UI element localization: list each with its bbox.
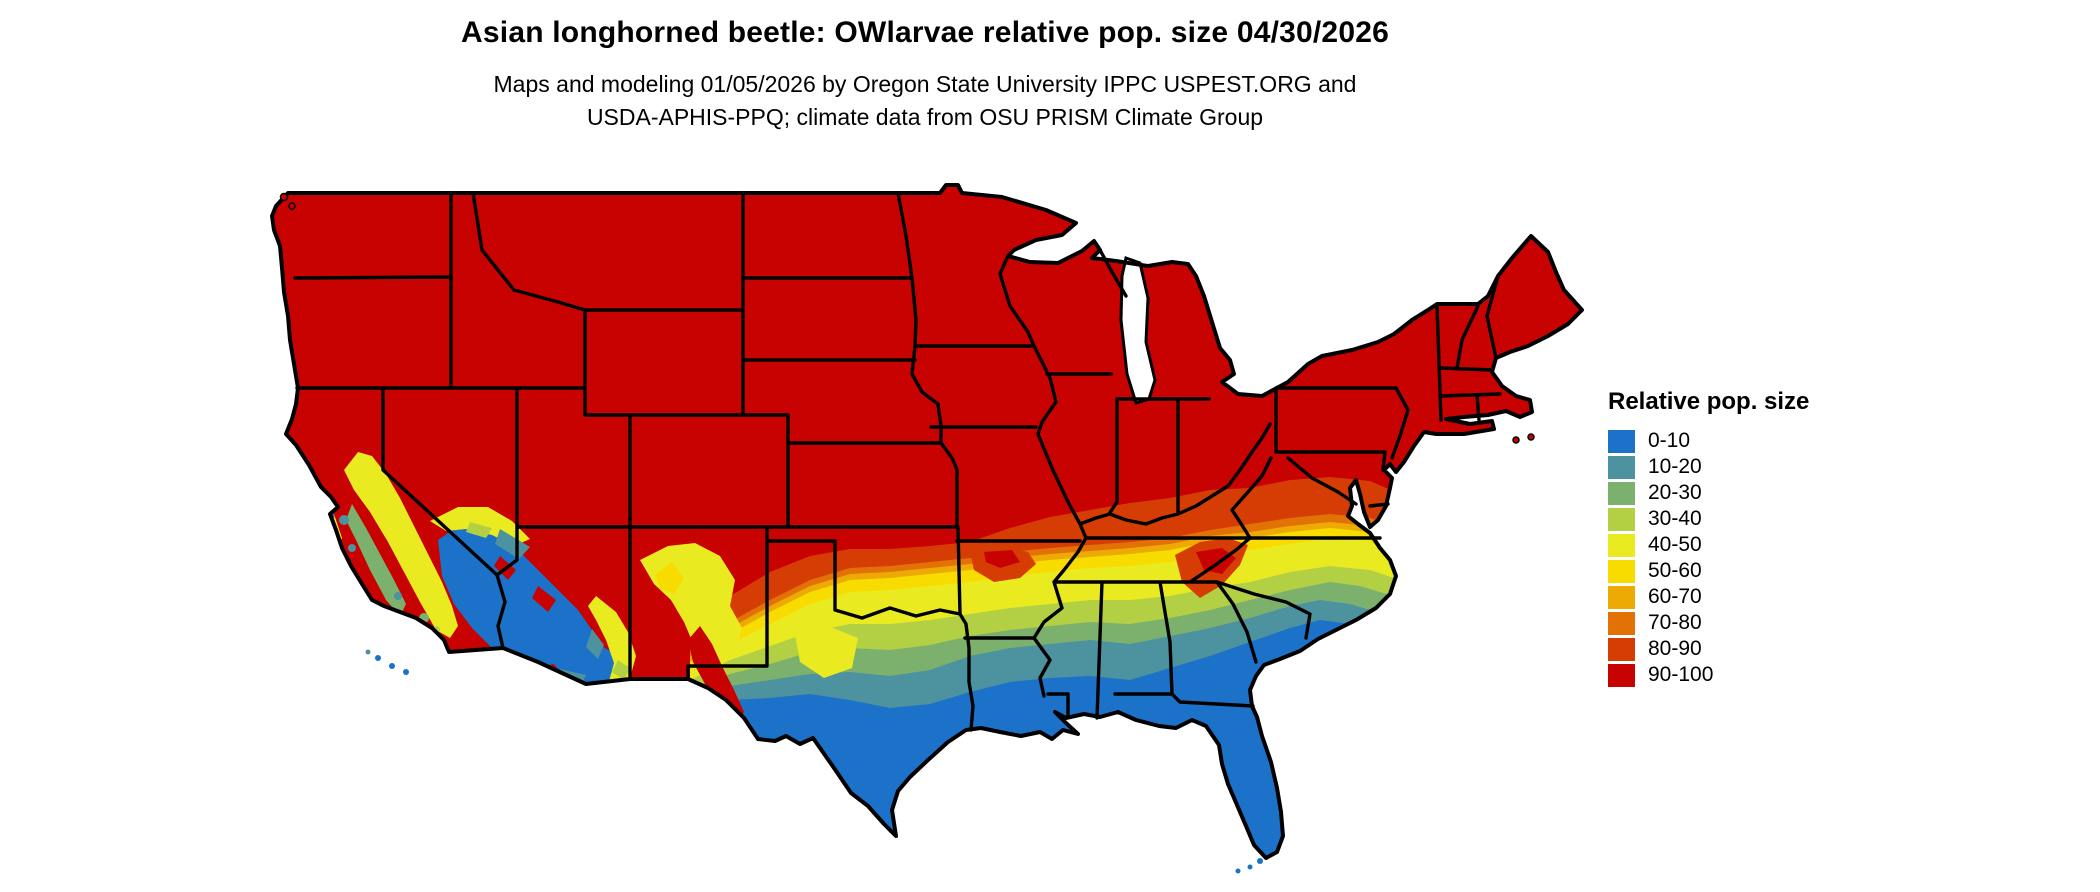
legend-item: 40-50: [1608, 532, 1809, 558]
legend-item: 30-40: [1608, 506, 1809, 532]
legend-item: 60-70: [1608, 584, 1809, 610]
island-channel-2: [389, 663, 395, 669]
islands: [279, 192, 1535, 874]
legend-swatch-60-70: [1608, 585, 1635, 609]
legend-label-20-30: 20-30: [1648, 481, 1702, 504]
legend-label-50-60: 50-60: [1648, 559, 1702, 582]
page-subtitle: Maps and modeling 01/05/2026 by Oregon S…: [0, 68, 1850, 134]
legend-label-80-90: 80-90: [1648, 637, 1702, 660]
island-puget-2: [288, 202, 296, 210]
island-fl-keys-1: [1235, 868, 1241, 874]
legend-label-0-10: 0-10: [1648, 429, 1691, 452]
legend-label-30-40: 30-40: [1648, 507, 1702, 530]
patch-edwards-yellow: [795, 626, 858, 678]
legend-item: 0-10: [1608, 428, 1809, 454]
island-channel-3: [403, 669, 409, 675]
legend-swatch-70-80: [1608, 611, 1635, 635]
legend-item: 10-20: [1608, 454, 1809, 480]
legend-swatch-50-60: [1608, 559, 1635, 583]
patch-valley-green: [346, 504, 406, 616]
legend-swatch-20-30: [1608, 481, 1635, 505]
legend-label-40-50: 40-50: [1648, 533, 1702, 556]
legend-item: 20-30: [1608, 480, 1809, 506]
page-title: Asian longhorned beetle: OWlarvae relati…: [461, 16, 1389, 49]
conus-outline: [270, 183, 1584, 860]
legend-label-90-100: 90-100: [1648, 663, 1714, 686]
legend-swatch-40-50: [1608, 533, 1635, 557]
state-borders: [293, 191, 1502, 732]
patch-desert-ygreen-2: [612, 660, 630, 680]
legend-item: 50-60: [1608, 558, 1809, 584]
island-fl-keys-3: [1257, 858, 1263, 864]
legend-label-70-80: 70-80: [1648, 611, 1702, 634]
island-ma-2: [1527, 433, 1535, 441]
legend-swatch-80-90: [1608, 637, 1635, 661]
patch-az-red-ridge-1: [532, 586, 556, 612]
patch-ozark-red: [984, 550, 1020, 568]
legend-item: 90-100: [1608, 662, 1809, 688]
island-channel-4: [365, 649, 371, 655]
patch-appalachian-red: [1196, 548, 1236, 574]
legend-item: 80-90: [1608, 636, 1809, 662]
legend-title: Relative pop. size: [1608, 388, 1810, 415]
conus-land-base: [272, 185, 1582, 858]
subtitle-line-2: USDA-APHIS-PPQ; climate data from OSU PR…: [586, 104, 1264, 130]
map-legend: Relative pop. size 0-10 10-20 20-30 30-4…: [1608, 388, 1809, 688]
patch-nm-gold: [655, 562, 684, 594]
patch-ca-teal-dot-3: [394, 592, 402, 600]
patch-ca-teal-dot-2: [348, 544, 356, 552]
patch-desert-teal-2: [586, 629, 604, 659]
legend-swatch-90-100: [1608, 663, 1635, 687]
island-channel-1: [375, 655, 381, 661]
patch-desert-teal-1: [495, 529, 530, 559]
legend-label-10-20: 10-20: [1648, 455, 1702, 478]
legend-swatch-0-10: [1608, 429, 1635, 453]
patch-norfolk-yellow: [1340, 536, 1374, 556]
subtitle-line-1: Maps and modeling 01/05/2026 by Oregon S…: [493, 71, 1357, 97]
title-block: Asian longhorned beetle: OWlarvae relati…: [0, 16, 1850, 134]
patch-sierra-yellow: [344, 452, 458, 638]
legend-swatch-10-20: [1608, 455, 1635, 479]
island-ma-1: [1512, 436, 1520, 444]
island-fl-keys-2: [1247, 864, 1253, 870]
legend-label-60-70: 60-70: [1648, 585, 1702, 608]
patch-desert-ygreen-1: [466, 522, 492, 538]
legend-item: 70-80: [1608, 610, 1809, 636]
island-puget-1: [279, 192, 289, 202]
patch-ca-teal-dot-1: [339, 515, 349, 525]
legend-swatch-30-40: [1608, 507, 1635, 531]
